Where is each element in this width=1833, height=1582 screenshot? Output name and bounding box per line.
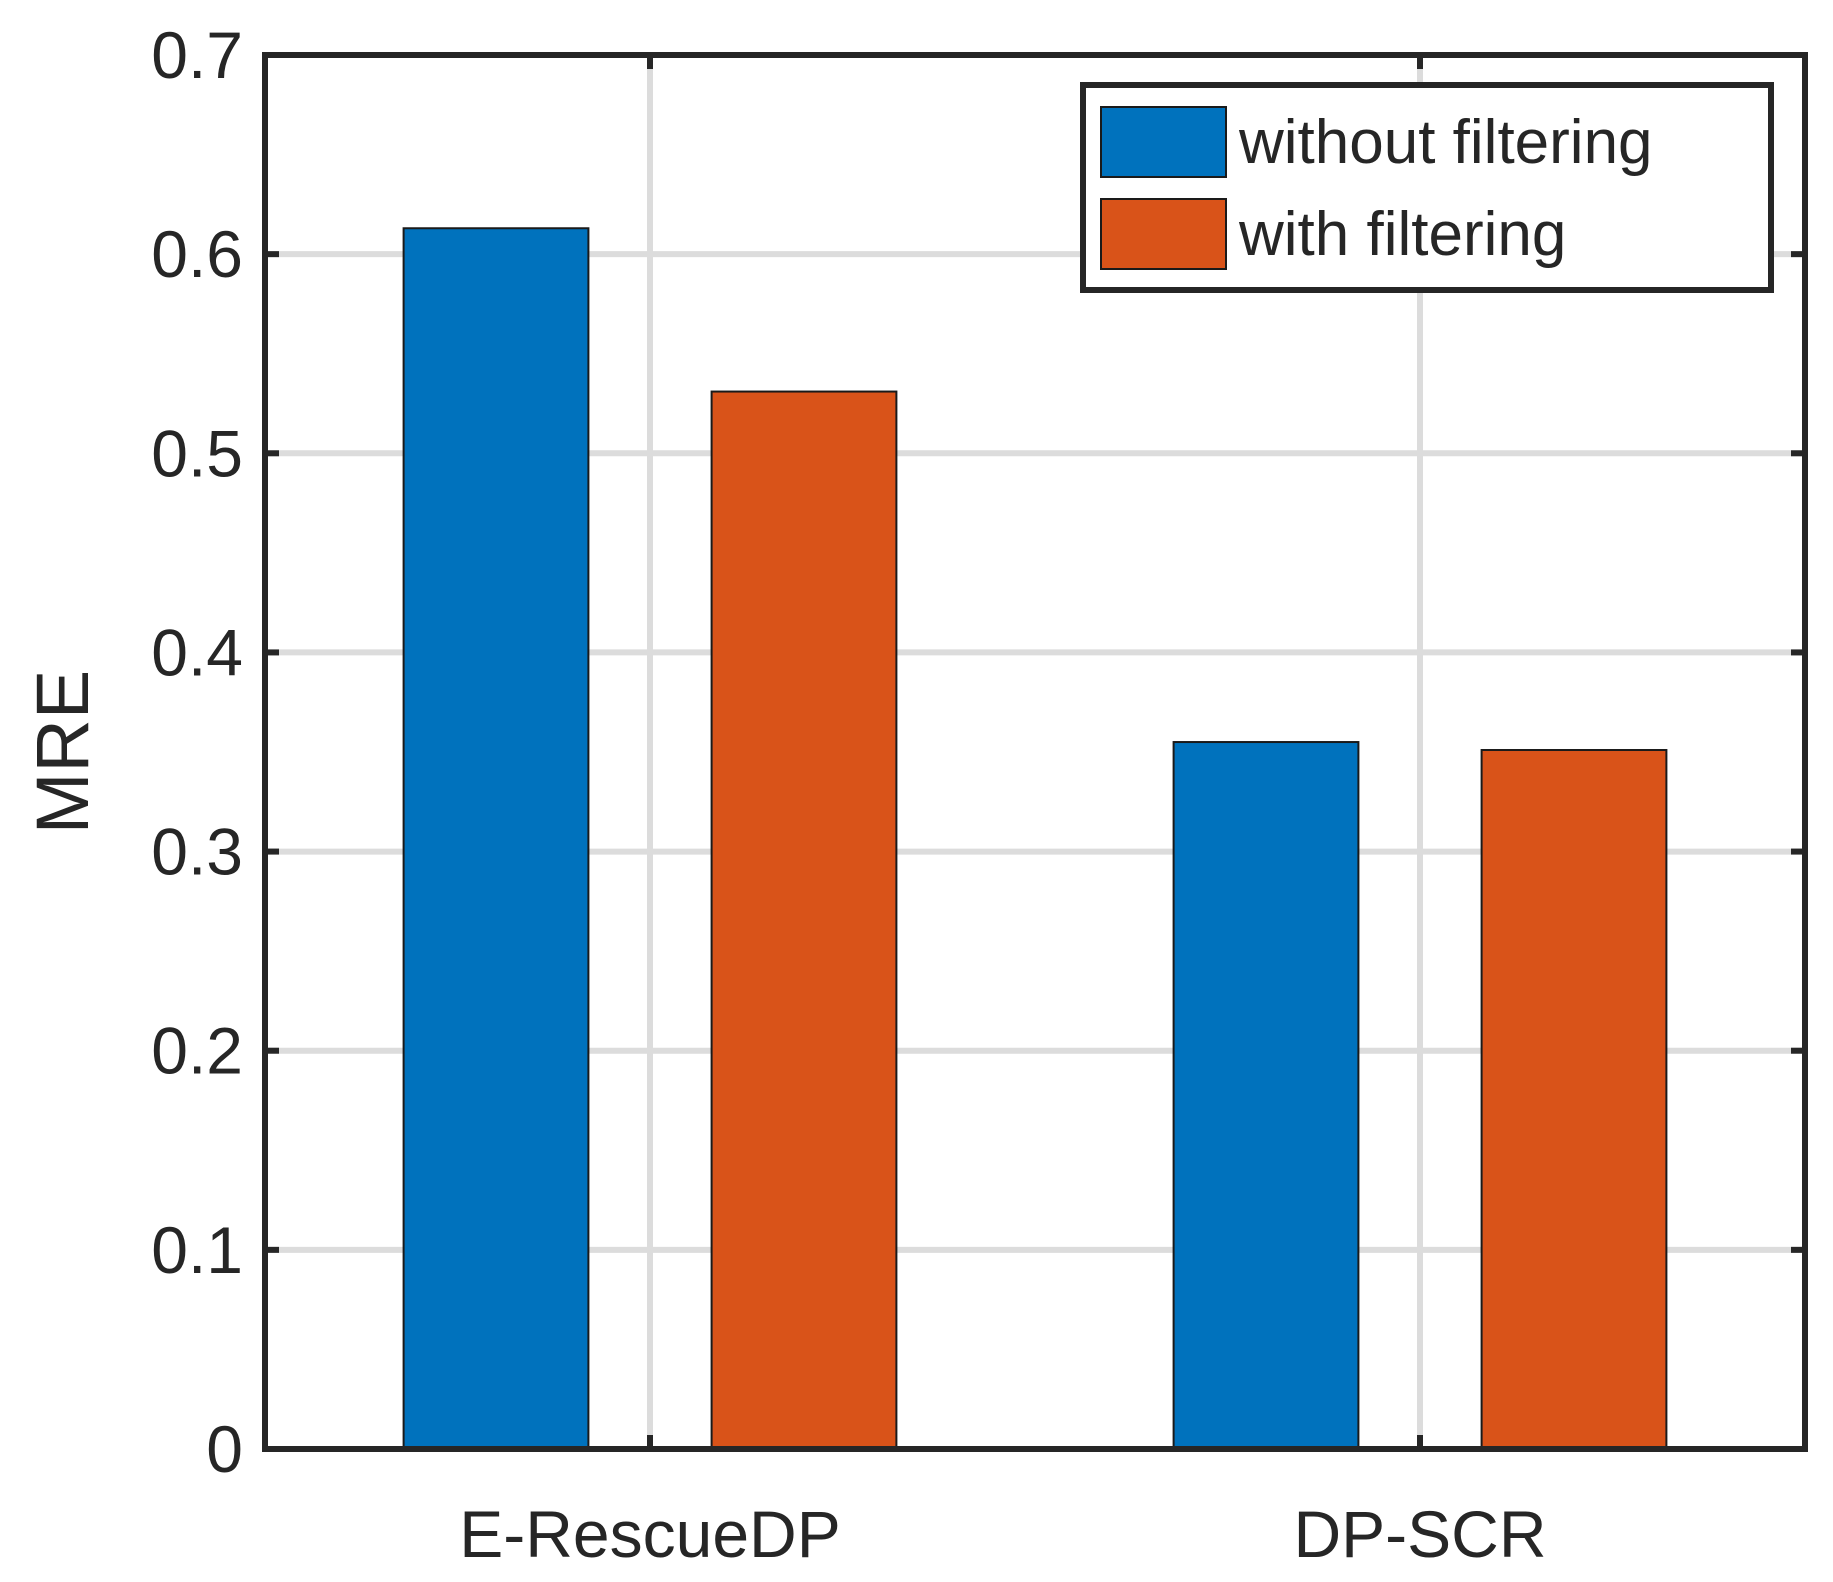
- plot-area-frame: [262, 52, 1808, 1452]
- bar-without-filtering-dp-scr: [1172, 741, 1360, 1450]
- bar-series: [402, 227, 1668, 1451]
- x-category-label: E-RescueDP: [459, 1497, 840, 1571]
- y-tick-label: 0.1: [151, 1213, 243, 1287]
- y-tick-label: 0.6: [151, 217, 243, 291]
- legend-entry-label: with filtering: [1238, 200, 1566, 269]
- y-axis-label: MRE: [21, 670, 104, 834]
- bar-with-filtering-dp-scr: [1480, 749, 1668, 1450]
- y-tick-label: 0.3: [151, 815, 243, 889]
- x-category-label: DP-SCR: [1293, 1497, 1546, 1571]
- legend: without filtering with filtering: [1080, 82, 1774, 293]
- legend-swatch: [1100, 198, 1227, 270]
- bar-without-filtering-e-rescuedp: [402, 227, 590, 1451]
- legend-swatch: [1100, 106, 1227, 178]
- y-tick-label: 0.4: [151, 615, 243, 689]
- axis-ticks: [265, 52, 1805, 1452]
- bar-with-filtering-e-rescuedp: [710, 390, 898, 1451]
- y-tick-label: 0.5: [151, 416, 243, 490]
- y-tick-label: 0: [206, 1412, 243, 1486]
- x-axis-category-labels: E-RescueDP DP-SCR: [459, 1497, 1546, 1571]
- legend-entry-label: without filtering: [1238, 108, 1653, 177]
- y-axis-tick-labels: 0 0.1 0.2 0.3 0.4 0.5 0.6 0.7: [151, 18, 243, 1486]
- y-tick-label: 0.7: [151, 18, 243, 92]
- y-tick-label: 0.2: [151, 1014, 243, 1088]
